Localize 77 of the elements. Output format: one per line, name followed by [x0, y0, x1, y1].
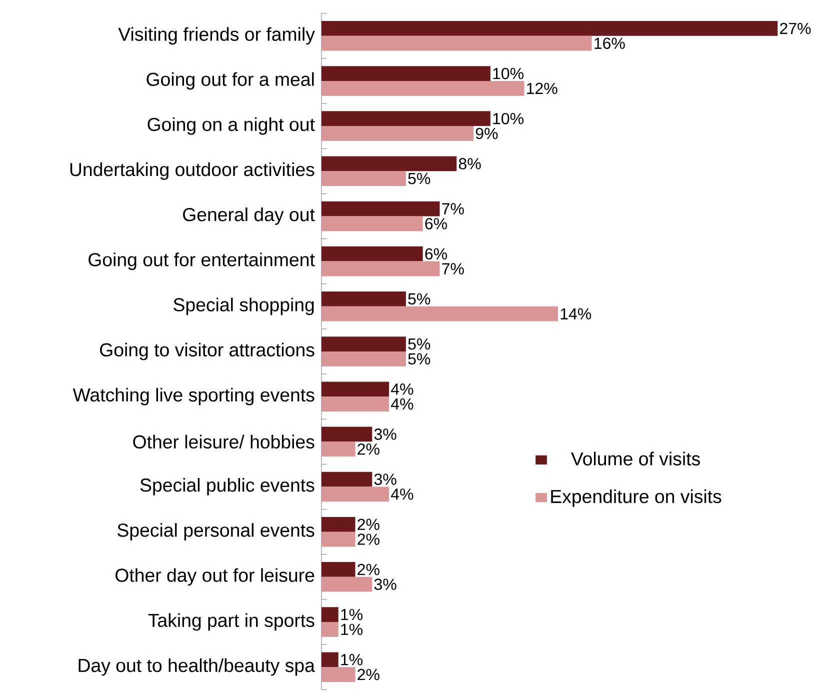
data-label: 5% — [408, 173, 430, 184]
y-tick-label: Watching live sporting events — [72, 388, 314, 406]
bar — [321, 111, 490, 126]
y-tick-label: Going on a night out — [148, 118, 315, 135]
data-label: 7% — [442, 203, 464, 215]
bar — [321, 352, 406, 367]
data-label: 1% — [341, 654, 363, 666]
bar — [321, 472, 372, 487]
bar — [321, 517, 356, 532]
data-label: 12% — [527, 82, 558, 94]
data-label: 6% — [425, 218, 447, 230]
data-label: 4% — [391, 384, 414, 395]
y-tick-label: Going out for entertainment — [88, 252, 315, 270]
y-tick-label: Going to visitor attractions — [100, 342, 314, 360]
y-tick-label: Visiting friends or family — [118, 27, 315, 45]
data-label: 14% — [560, 308, 592, 320]
data-label: 2% — [358, 518, 380, 530]
legend-label: Volume of visits — [571, 452, 700, 466]
data-label: 27% — [780, 23, 811, 34]
bar — [321, 156, 457, 172]
data-label: 4% — [391, 488, 414, 500]
bar — [321, 126, 474, 142]
bar — [321, 216, 423, 232]
y-tick-label: Special public events — [140, 478, 314, 496]
data-label: 3% — [374, 428, 396, 440]
data-label: 10% — [493, 68, 524, 80]
bar — [321, 171, 406, 186]
y-tick-label: Taking part in sports — [148, 613, 314, 631]
bar — [321, 486, 390, 502]
y-tick-label: Other day out for leisure — [116, 568, 314, 586]
data-label: 10% — [493, 113, 524, 124]
data-label: 5% — [408, 338, 430, 350]
bar — [321, 607, 338, 622]
data-label: 16% — [594, 38, 625, 50]
bar — [321, 382, 390, 397]
data-label: 3% — [374, 578, 396, 590]
bar — [321, 532, 356, 547]
y-tick-label: Going out for a meal — [146, 72, 314, 90]
y-tick-label: General day out — [183, 208, 315, 226]
data-label: 6% — [425, 248, 447, 260]
y-tick-label: Undertaking outdoor activities — [70, 162, 314, 180]
y-tick-label: Special shopping — [174, 298, 314, 316]
data-label: 7% — [442, 263, 464, 275]
data-label: 2% — [358, 534, 380, 546]
data-label: 2% — [358, 669, 380, 680]
data-label: 1% — [341, 609, 363, 620]
data-label: 5% — [408, 353, 430, 365]
bar — [321, 202, 440, 216]
bar — [321, 652, 338, 668]
bar — [321, 262, 440, 276]
legend-label: Expenditure on visits — [551, 490, 722, 508]
bar — [321, 667, 356, 682]
bar — [321, 442, 356, 457]
data-label: 5% — [408, 294, 430, 305]
bar — [321, 336, 406, 352]
y-tick-label: Other leisure/ hobbies — [133, 434, 314, 449]
bar — [321, 622, 338, 638]
bar — [321, 306, 558, 322]
data-label: 4% — [391, 398, 414, 410]
bar — [321, 246, 423, 262]
bar — [321, 21, 778, 36]
bar — [321, 396, 390, 412]
data-label: 3% — [374, 474, 396, 486]
bar — [321, 66, 490, 82]
bar — [321, 292, 406, 307]
bar — [321, 36, 592, 51]
data-label: 8% — [458, 158, 481, 170]
bar — [321, 426, 372, 442]
data-label: 2% — [358, 564, 380, 576]
y-tick-label: Special personal events — [118, 523, 314, 541]
y-tick-label: Day out to health/beauty spa — [78, 658, 315, 676]
data-label: 9% — [476, 128, 498, 140]
data-label: 1% — [341, 624, 363, 636]
bar — [321, 577, 372, 592]
bar — [321, 81, 524, 96]
data-label: 2% — [358, 444, 380, 455]
bar — [321, 562, 356, 578]
